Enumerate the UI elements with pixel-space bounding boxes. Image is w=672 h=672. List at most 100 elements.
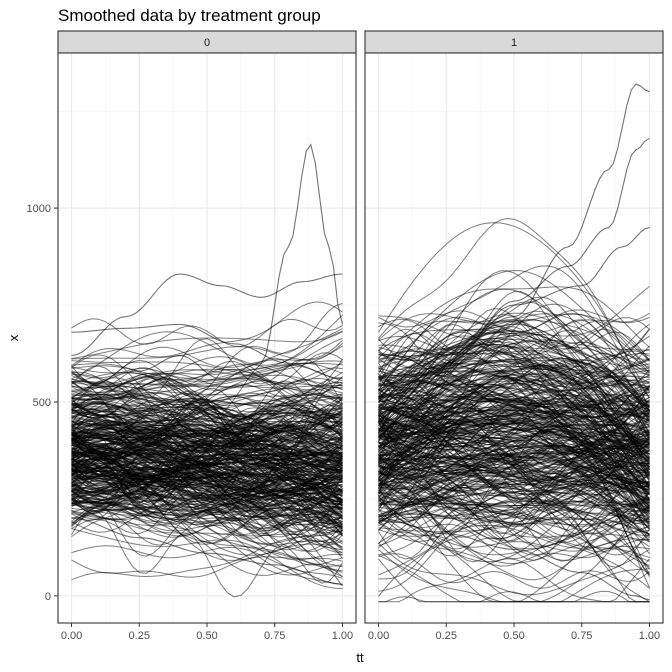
subject-curve (71, 449, 343, 492)
x-tick-label: 1.00 (639, 630, 660, 642)
subject-curve (378, 217, 650, 393)
x-tick-label: 0.25 (436, 630, 457, 642)
facet-panel-1: 1 (364, 30, 664, 624)
subject-curve (71, 337, 343, 410)
series-lines-1 (378, 83, 650, 603)
subject-curve (71, 481, 343, 519)
y-tick-label: 0 (45, 591, 51, 603)
subject-curve (378, 329, 650, 370)
subject-curve (378, 457, 650, 507)
subject-curve (71, 506, 343, 548)
subject-curve (378, 431, 650, 459)
subject-curve (378, 471, 650, 603)
subject-curve (378, 313, 650, 362)
x-tick-label: 0.50 (503, 630, 524, 642)
subject-curve (378, 418, 650, 496)
subject-curve (71, 498, 343, 537)
x-axis-0: 0.00 0.25 0.50 0.75 1.00 (61, 623, 353, 642)
outlier-series-line (378, 137, 650, 411)
subject-curve (378, 357, 650, 393)
subject-curve (378, 288, 650, 423)
facet-strip-label-1: 1 (511, 37, 517, 49)
subject-curve (71, 352, 343, 386)
subject-curve (378, 365, 650, 392)
subject-curve (378, 495, 650, 560)
subject-curve (71, 426, 343, 450)
y-tick-label: 500 (33, 397, 51, 409)
subject-curve (378, 439, 650, 512)
subject-curve (378, 439, 650, 461)
x-axis-label: tt (356, 650, 364, 665)
subject-curve (71, 458, 343, 484)
subject-curve (378, 553, 650, 589)
subject-curve (378, 286, 650, 359)
subject-curve (71, 328, 343, 389)
x-tick-label: 0.00 (368, 630, 389, 642)
subject-curve (378, 507, 650, 568)
subject-curve (71, 429, 343, 473)
outlier-series-line (378, 517, 650, 601)
subject-curve (378, 414, 650, 457)
subject-curve (378, 406, 650, 449)
x-tick-label: 0.75 (571, 630, 592, 642)
subject-curve (71, 440, 343, 472)
subject-curve (378, 420, 650, 439)
subject-curve (71, 467, 343, 516)
subject-curve (71, 396, 343, 456)
subject-curve (378, 480, 650, 565)
subject-curve (378, 320, 650, 423)
subject-curve (378, 481, 650, 551)
subject-curve (378, 364, 650, 425)
subject-curve (378, 437, 650, 494)
outlier-series-line (71, 273, 343, 356)
subject-curve (71, 528, 343, 590)
subject-curve (378, 523, 650, 603)
subject-curve (71, 465, 343, 478)
subject-curve (71, 392, 343, 427)
subject-curve (71, 464, 343, 531)
outlier-series-line (71, 323, 343, 380)
subject-curve (71, 363, 343, 417)
subject-curve (71, 469, 343, 559)
x-tick-label: 0.50 (196, 630, 217, 642)
subject-curve (71, 458, 343, 511)
subject-curve (71, 411, 343, 450)
series-lines-0 (71, 143, 344, 598)
subject-curve (71, 425, 343, 510)
subject-curve (378, 420, 650, 477)
subject-curve (378, 436, 650, 460)
subject-curve (378, 430, 650, 510)
subject-curve (71, 301, 343, 367)
facet-strip-label-0: 0 (204, 37, 210, 49)
subject-curve (71, 473, 343, 514)
x-tick-label: 0.25 (129, 630, 150, 642)
outlier-series-line (71, 517, 343, 585)
subject-curve (71, 411, 343, 472)
subject-curve (378, 495, 650, 536)
subject-curve (378, 473, 650, 543)
subject-curve (71, 365, 343, 420)
subject-curve (71, 423, 343, 471)
subject-curve (378, 434, 650, 504)
subject-curve (71, 556, 343, 578)
subject-curve (378, 505, 650, 581)
x-tick-label: 0.75 (264, 630, 285, 642)
subject-curve (378, 296, 650, 412)
subject-curve (378, 368, 650, 474)
subject-curve (378, 558, 650, 603)
subject-curve (378, 389, 650, 464)
subject-curve (378, 447, 650, 512)
subject-curve (378, 590, 650, 603)
subject-curve (71, 358, 343, 391)
subject-curve (71, 340, 343, 361)
subject-curve (378, 319, 650, 426)
subject-curve (378, 395, 650, 468)
subject-curve (378, 445, 650, 494)
chart-title: Smoothed data by treatment group (58, 6, 321, 25)
subject-curve (378, 309, 650, 333)
subject-curve (378, 471, 650, 519)
y-axis-label: x (6, 334, 21, 341)
subject-curve (71, 510, 343, 598)
subject-curve (71, 406, 343, 480)
outlier-series-line (378, 226, 650, 422)
